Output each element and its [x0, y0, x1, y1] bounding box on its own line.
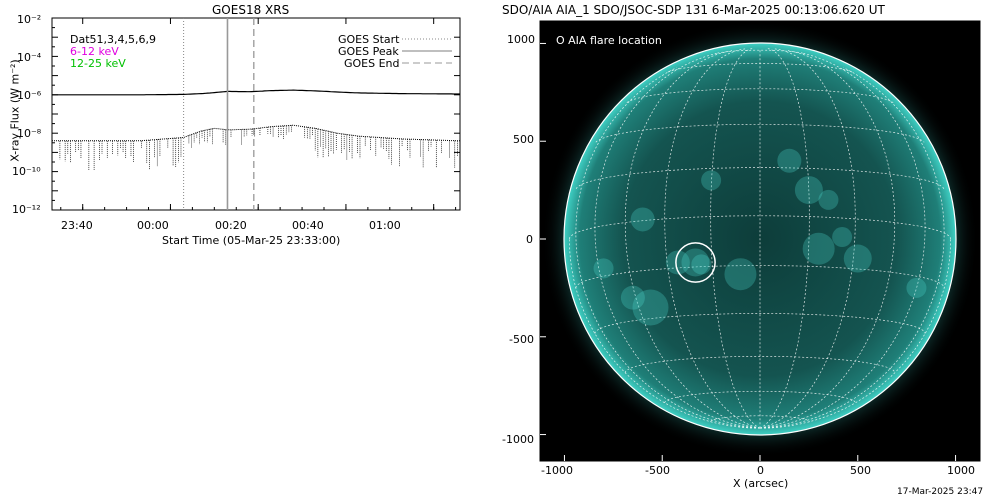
goes-legend-high-energy: 12-25 keV — [70, 57, 126, 70]
active-region-glow — [691, 254, 712, 275]
active-region-glow — [818, 189, 839, 210]
legend-goes-peak-label: GOES Peak — [338, 45, 399, 58]
heliographic-latitude-line — [667, 63, 853, 73]
heliographic-latitude-line — [568, 215, 952, 240]
goes-x-axis-label: Start Time (05-Mar-25 23:33:00) — [162, 234, 341, 247]
legend-goes-start-label: GOES Start — [338, 33, 400, 46]
heliographic-longitude-line — [594, 52, 761, 429]
aia-x-tick-label: 500 — [850, 464, 871, 477]
aia-x-axis-label: X (arcsec) — [733, 477, 789, 490]
goes-x-tick-label: 00:40 — [292, 219, 324, 232]
active-region-glow — [620, 285, 645, 310]
generation-timestamp: 17-Mar-2025 23:47 — [897, 487, 984, 497]
heliographic-latitude-line — [575, 265, 945, 289]
heliographic-latitude-line — [664, 390, 856, 403]
active-region-glow — [724, 258, 757, 291]
aia-x-tick-label: 0 — [757, 464, 764, 477]
goes-y-tick-label: 10⁻¹⁰ — [12, 165, 41, 178]
goes-y-tick-label: 10⁻¹² — [12, 203, 41, 216]
goes-legend-instrument: Dat51,3,4,5,6,9 — [70, 33, 156, 46]
goes-series-line — [52, 124, 460, 142]
goes-x-tick-label: 23:40 — [61, 219, 93, 232]
aia-y-tick-label: -1000 — [502, 433, 534, 446]
goes-x-tick-label: 00:00 — [137, 219, 169, 232]
active-region-glow — [832, 227, 853, 248]
active-region-glow — [777, 148, 802, 173]
heliographic-longitude-line — [759, 50, 896, 429]
heliographic-latitude-line — [594, 313, 926, 334]
aia-y-tick-label: 0 — [526, 233, 533, 246]
heliographic-longitude-line — [759, 48, 810, 429]
aia-chart-title: SDO/AIA AIA_1 SDO/JSOC-SDP 131 6-Mar-202… — [502, 3, 885, 17]
goes-x-tick-label: 01:00 — [369, 219, 401, 232]
aia-y-tick-label: 500 — [513, 133, 534, 146]
heliographic-longitude-line — [664, 48, 761, 429]
goes-y-tick-label: 10⁻² — [17, 13, 42, 26]
solar-limb — [563, 42, 957, 436]
goes-xrs-chart — [51, 17, 461, 211]
active-region-glow — [681, 248, 710, 277]
goes-y-tick-label: 10⁻⁴ — [17, 51, 42, 64]
flare-location-circle — [675, 242, 716, 283]
aia-y-tick-label: 1000 — [507, 33, 535, 46]
heliographic-longitude-line — [624, 50, 761, 429]
legend-goes-end-label: GOES End — [344, 57, 400, 70]
active-region-glow — [630, 207, 655, 232]
active-region-glow — [794, 176, 823, 205]
goes-chart-title: GOES18 XRS — [212, 3, 290, 17]
aia-x-tick-label: 1000 — [947, 464, 975, 477]
goes-y-tick-label: 10⁻⁸ — [17, 127, 42, 140]
goes-series-line — [52, 89, 460, 96]
active-region-glow — [665, 250, 690, 275]
heliographic-latitude-line — [626, 88, 894, 103]
heliographic-longitude-line — [759, 48, 856, 429]
heliographic-longitude-line — [710, 48, 761, 429]
aia-x-tick-label: -1000 — [541, 464, 573, 477]
active-region-glow — [802, 232, 835, 265]
heliographic-latitude-line — [624, 356, 896, 373]
heliographic-longitude-line — [759, 52, 926, 429]
goes-legend-low-energy: 6-12 keV — [70, 45, 119, 58]
active-region-glow — [701, 170, 722, 191]
goes-y-tick-label: 10⁻⁶ — [17, 89, 42, 102]
goes-plot-frame — [51, 17, 461, 211]
aia-flare-legend: O AIA flare location — [556, 34, 662, 47]
heliographic-latitude-line — [710, 415, 810, 422]
aia-y-tick-label: -500 — [509, 333, 534, 346]
active-region-glow — [906, 277, 927, 298]
active-region-glow — [593, 258, 614, 279]
heliographic-latitude-line — [595, 123, 925, 143]
goes-x-tick-label: 00:20 — [215, 219, 247, 232]
active-region-glow — [632, 289, 669, 326]
active-region-glow — [843, 244, 872, 273]
aia-x-tick-label: -500 — [645, 464, 670, 477]
